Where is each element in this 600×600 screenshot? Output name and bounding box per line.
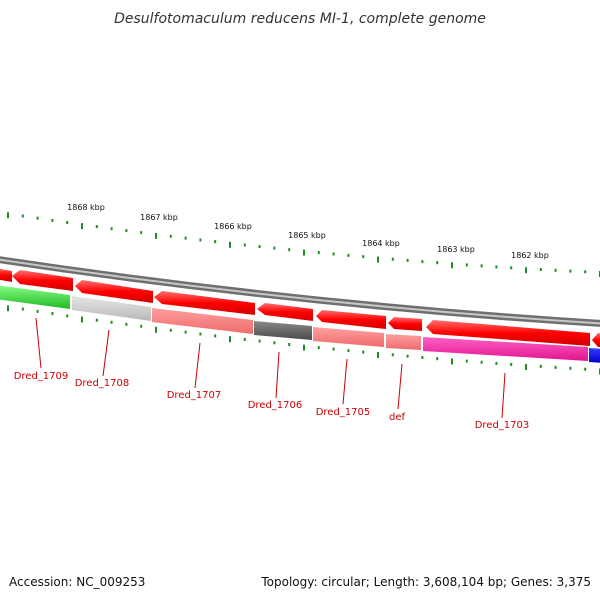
scale-label-1862: 1862 kbp bbox=[511, 251, 549, 260]
gene-label-dred-1707: Dred_1707 bbox=[167, 390, 222, 401]
scale-label-1866: 1866 kbp bbox=[214, 222, 252, 231]
gene-arrow bbox=[592, 333, 600, 347]
leader-line bbox=[397, 363, 403, 410]
scale-labels: 1868 kbp 1867 kbp 1866 kbp 1865 kbp 1864… bbox=[67, 203, 549, 260]
scale-ticks bbox=[7, 212, 600, 277]
gene-block-dred-1709 bbox=[0, 285, 70, 309]
gene-leader-lines bbox=[35, 317, 506, 419]
map-title: Desulfotomaculum reducens MI-1, complete… bbox=[114, 11, 486, 27]
leader-line bbox=[501, 372, 506, 419]
gene-arrow bbox=[426, 320, 590, 346]
scale-label-1864: 1864 kbp bbox=[362, 239, 400, 248]
gene-label-dred-1703: Dred_1703 bbox=[475, 420, 530, 431]
leader-line bbox=[35, 317, 42, 369]
scale-label-1867: 1867 kbp bbox=[140, 213, 178, 222]
gene-arrow bbox=[75, 280, 153, 303]
gene-label-dred-1708: Dred_1708 bbox=[75, 378, 130, 389]
reverse-strand-genes bbox=[0, 268, 600, 347]
gene-arrow bbox=[0, 268, 12, 282]
leader-line bbox=[275, 351, 280, 399]
gene-arrow bbox=[388, 317, 422, 331]
gene-arrow bbox=[154, 291, 255, 315]
gene-label-dred-1706: Dred_1706 bbox=[248, 400, 303, 411]
scale-label-1863: 1863 kbp bbox=[437, 245, 475, 254]
gene-label-dred-1705: Dred_1705 bbox=[316, 407, 371, 418]
gene-arrow bbox=[316, 310, 386, 329]
leader-line bbox=[194, 342, 201, 389]
gene-block-dred-1703 bbox=[423, 337, 588, 361]
gene-label-dred-1709: Dred_1709 bbox=[14, 371, 69, 382]
leader-line bbox=[342, 358, 348, 405]
genome-backbone-highlight bbox=[0, 258, 600, 325]
gene-block-dred-1708 bbox=[72, 296, 151, 321]
accession-text: Accession: NC_009253 bbox=[9, 575, 145, 589]
topology-text: Topology: circular; Length: 3,608,104 bp… bbox=[260, 575, 591, 589]
gene-block-dred-1706 bbox=[254, 321, 312, 340]
gene-arrow bbox=[257, 303, 313, 321]
feature-blocks bbox=[0, 285, 600, 363]
scale-label-1865: 1865 kbp bbox=[288, 231, 326, 240]
gene-block-blue bbox=[589, 348, 600, 363]
gene-labels: Dred_1709 Dred_1708 Dred_1707 Dred_1706 … bbox=[14, 371, 530, 431]
gene-label-def: def bbox=[389, 412, 406, 423]
gene-block-dred-1707 bbox=[152, 308, 253, 334]
leader-line bbox=[102, 329, 110, 377]
inner-ticks bbox=[7, 305, 600, 375]
gene-block-def bbox=[386, 334, 421, 350]
gene-arrow bbox=[12, 270, 73, 291]
scale-label-1868: 1868 kbp bbox=[67, 203, 105, 212]
gene-block-dred-1705 bbox=[313, 327, 384, 347]
